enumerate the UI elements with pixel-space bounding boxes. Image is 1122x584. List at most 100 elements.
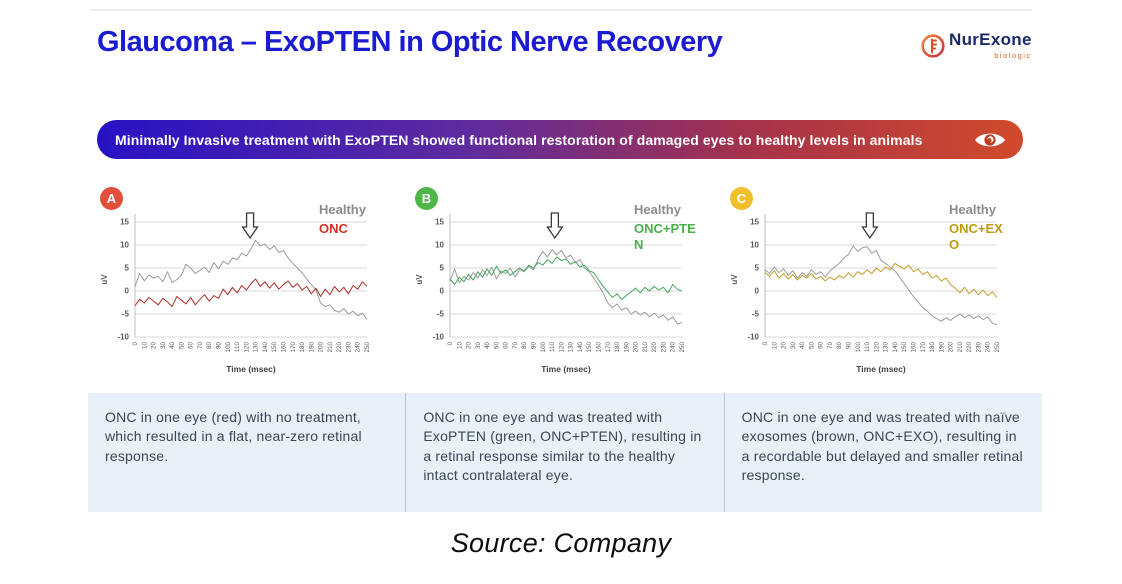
svg-text:140: 140 xyxy=(262,342,269,353)
svg-text:uV: uV xyxy=(100,274,109,285)
chart-badge-a: A xyxy=(100,187,123,210)
legend-b: Healthy ONC+PTEN xyxy=(634,202,696,256)
svg-text:70: 70 xyxy=(827,342,834,350)
svg-text:Time (msec): Time (msec) xyxy=(856,364,906,374)
svg-text:220: 220 xyxy=(651,342,658,353)
svg-text:220: 220 xyxy=(336,342,343,353)
svg-text:130: 130 xyxy=(883,342,890,353)
svg-text:210: 210 xyxy=(957,342,964,353)
svg-text:190: 190 xyxy=(308,342,315,353)
chart-badge-c: C xyxy=(730,187,753,210)
chart-badge-b: B xyxy=(415,187,438,210)
svg-text:0: 0 xyxy=(132,342,139,346)
svg-text:150: 150 xyxy=(901,342,908,353)
down-arrow-annotation xyxy=(241,212,259,240)
svg-text:0: 0 xyxy=(440,287,445,296)
svg-text:-5: -5 xyxy=(122,310,130,319)
caption-text-b: ONC in one eye and was treated with ExoP… xyxy=(423,409,702,483)
svg-text:0: 0 xyxy=(447,342,454,346)
svg-text:40: 40 xyxy=(799,342,806,350)
svg-text:230: 230 xyxy=(345,342,352,353)
svg-text:140: 140 xyxy=(577,342,584,353)
svg-text:80: 80 xyxy=(836,342,843,350)
legend-c: Healthy ONC+EXO xyxy=(949,202,1011,256)
svg-text:170: 170 xyxy=(290,342,297,353)
chart-panel-b: B Healthy ONC+PTEN 15 10 5 0 -5 -10 0 10 20 30 40 5… xyxy=(410,186,710,386)
eye-icon xyxy=(975,133,1005,146)
caption-text-c: ONC in one eye and was treated with naïv… xyxy=(741,409,1023,483)
svg-text:90: 90 xyxy=(846,342,853,350)
caption-text-a: ONC in one eye (red) with no treatment, … xyxy=(105,409,362,464)
svg-text:230: 230 xyxy=(975,342,982,353)
svg-text:160: 160 xyxy=(595,342,602,353)
svg-text:70: 70 xyxy=(197,342,204,350)
svg-text:110: 110 xyxy=(864,342,871,353)
svg-text:200: 200 xyxy=(633,342,640,353)
svg-text:240: 240 xyxy=(670,342,677,353)
svg-text:15: 15 xyxy=(750,218,759,227)
banner-text: Minimally Invasive treatment with ExoPTE… xyxy=(115,131,923,148)
svg-text:110: 110 xyxy=(549,342,556,353)
company-logo: NurExone biologic xyxy=(920,30,1035,68)
svg-text:160: 160 xyxy=(280,342,287,353)
svg-text:250: 250 xyxy=(994,342,1001,353)
headline-banner: Minimally Invasive treatment with ExoPTE… xyxy=(97,120,1023,159)
down-arrow-annotation xyxy=(546,212,564,240)
svg-text:20: 20 xyxy=(781,342,788,350)
svg-text:150: 150 xyxy=(586,342,593,353)
legend-item-onc-exo: ONC+EXO xyxy=(949,220,1003,252)
svg-text:100: 100 xyxy=(855,342,862,353)
svg-text:60: 60 xyxy=(503,342,510,350)
svg-text:Time (msec): Time (msec) xyxy=(226,364,276,374)
svg-text:120: 120 xyxy=(873,342,880,353)
svg-text:80: 80 xyxy=(521,342,528,350)
svg-text:-10: -10 xyxy=(747,333,759,342)
svg-text:10: 10 xyxy=(435,241,444,250)
svg-text:60: 60 xyxy=(188,342,195,350)
svg-text:uV: uV xyxy=(415,274,424,285)
svg-text:210: 210 xyxy=(327,342,334,353)
svg-text:130: 130 xyxy=(568,342,575,353)
logo-name: NurExone xyxy=(949,30,1032,49)
svg-text:-5: -5 xyxy=(437,310,445,319)
legend-item-onc: ONC xyxy=(319,220,348,236)
svg-text:70: 70 xyxy=(512,342,519,350)
svg-text:170: 170 xyxy=(920,342,927,353)
svg-text:90: 90 xyxy=(216,342,223,350)
svg-text:50: 50 xyxy=(808,342,815,350)
svg-text:0: 0 xyxy=(125,287,130,296)
svg-text:80: 80 xyxy=(206,342,213,350)
svg-text:150: 150 xyxy=(271,342,278,353)
svg-text:140: 140 xyxy=(892,342,899,353)
svg-text:210: 210 xyxy=(642,342,649,353)
legend-item-healthy: Healthy xyxy=(949,202,996,217)
svg-text:Time (msec): Time (msec) xyxy=(541,364,591,374)
svg-text:250: 250 xyxy=(679,342,686,353)
svg-text:uV: uV xyxy=(730,274,739,285)
svg-text:15: 15 xyxy=(435,218,444,227)
svg-text:220: 220 xyxy=(966,342,973,353)
svg-text:40: 40 xyxy=(169,342,176,350)
svg-text:100: 100 xyxy=(225,342,232,353)
svg-text:250: 250 xyxy=(364,342,371,353)
svg-text:180: 180 xyxy=(299,342,306,353)
captions-band: ONC in one eye (red) with no treatment, … xyxy=(88,393,1042,512)
legend-item-healthy: Healthy xyxy=(634,202,681,217)
svg-text:10: 10 xyxy=(750,241,759,250)
chart-panel-c: C Healthy ONC+EXO 15 10 5 0 -5 -10 0 10 20 30 40 50… xyxy=(725,186,1025,386)
svg-text:90: 90 xyxy=(531,342,538,350)
svg-text:10: 10 xyxy=(771,342,778,350)
svg-text:20: 20 xyxy=(151,342,158,350)
svg-text:5: 5 xyxy=(440,264,445,273)
svg-text:10: 10 xyxy=(456,342,463,350)
svg-text:50: 50 xyxy=(493,342,500,350)
svg-text:170: 170 xyxy=(605,342,612,353)
svg-text:190: 190 xyxy=(938,342,945,353)
legend-a: Healthy ONC xyxy=(319,202,381,240)
svg-text:40: 40 xyxy=(484,342,491,350)
svg-text:15: 15 xyxy=(120,218,129,227)
